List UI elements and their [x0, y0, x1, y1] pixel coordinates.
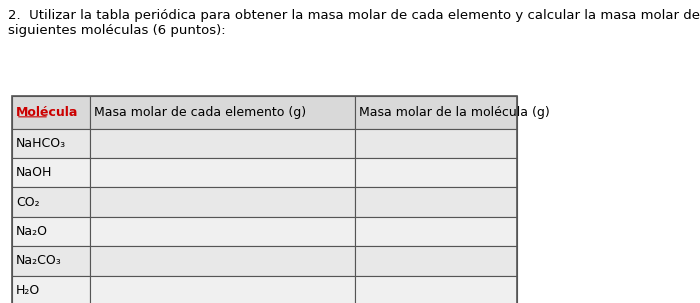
- FancyBboxPatch shape: [90, 246, 356, 276]
- FancyBboxPatch shape: [356, 158, 517, 187]
- FancyBboxPatch shape: [12, 217, 90, 246]
- FancyBboxPatch shape: [356, 96, 517, 128]
- Text: Molécula: Molécula: [16, 106, 78, 119]
- FancyBboxPatch shape: [90, 128, 356, 158]
- FancyBboxPatch shape: [90, 96, 356, 128]
- FancyBboxPatch shape: [12, 187, 90, 217]
- Text: NaOH: NaOH: [16, 166, 52, 179]
- FancyBboxPatch shape: [12, 158, 90, 187]
- FancyBboxPatch shape: [90, 187, 356, 217]
- Text: Na₂CO₃: Na₂CO₃: [16, 255, 62, 268]
- FancyBboxPatch shape: [356, 217, 517, 246]
- FancyBboxPatch shape: [356, 128, 517, 158]
- Text: Masa molar de la molécula (g): Masa molar de la molécula (g): [360, 106, 550, 119]
- FancyBboxPatch shape: [12, 128, 90, 158]
- FancyBboxPatch shape: [90, 217, 356, 246]
- Text: Na₂O: Na₂O: [16, 225, 48, 238]
- FancyBboxPatch shape: [356, 187, 517, 217]
- Text: NaHCO₃: NaHCO₃: [16, 137, 66, 150]
- Text: 2.  Utilizar la tabla periódica para obtener la masa molar de cada elemento y ca: 2. Utilizar la tabla periódica para obte…: [8, 9, 700, 37]
- FancyBboxPatch shape: [90, 158, 356, 187]
- FancyBboxPatch shape: [12, 276, 90, 303]
- FancyBboxPatch shape: [12, 246, 90, 276]
- Text: CO₂: CO₂: [16, 196, 39, 208]
- Text: Masa molar de cada elemento (g): Masa molar de cada elemento (g): [94, 106, 307, 119]
- FancyBboxPatch shape: [12, 96, 90, 128]
- FancyBboxPatch shape: [356, 246, 517, 276]
- FancyBboxPatch shape: [356, 276, 517, 303]
- FancyBboxPatch shape: [90, 276, 356, 303]
- Text: H₂O: H₂O: [16, 284, 40, 297]
